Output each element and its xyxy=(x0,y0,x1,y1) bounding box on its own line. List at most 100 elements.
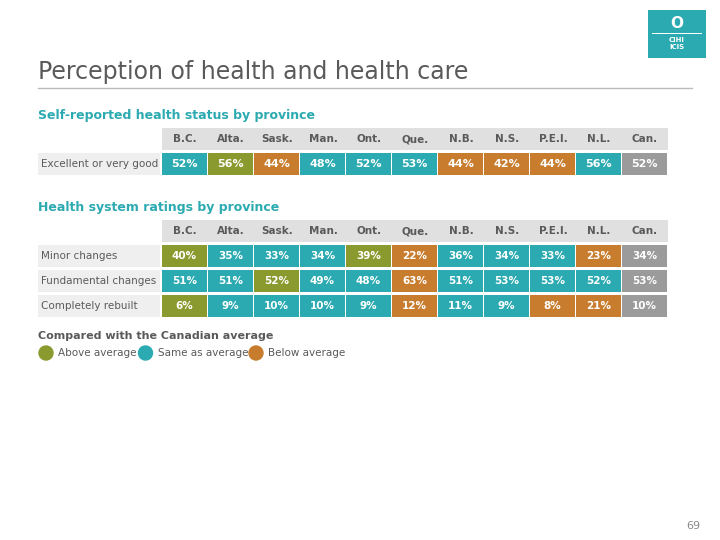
Text: 44%: 44% xyxy=(447,159,474,169)
Text: 33%: 33% xyxy=(540,251,565,261)
Text: 51%: 51% xyxy=(448,276,473,286)
Bar xyxy=(162,295,207,317)
Text: N.B.: N.B. xyxy=(449,226,473,236)
Bar xyxy=(438,295,483,317)
Text: B.C.: B.C. xyxy=(174,226,197,236)
Text: Sask.: Sask. xyxy=(261,134,293,144)
Text: Minor changes: Minor changes xyxy=(41,251,117,261)
Bar xyxy=(438,270,483,292)
Bar xyxy=(346,153,391,175)
Bar xyxy=(208,270,253,292)
Bar xyxy=(254,295,299,317)
Text: Ont.: Ont. xyxy=(356,226,382,236)
Bar xyxy=(392,295,437,317)
Text: 53%: 53% xyxy=(632,276,657,286)
Text: Excellent or very good: Excellent or very good xyxy=(41,159,158,169)
Text: 48%: 48% xyxy=(356,276,381,286)
Bar xyxy=(300,295,345,317)
Text: 10%: 10% xyxy=(310,301,335,311)
Bar xyxy=(162,220,668,242)
Text: Alta.: Alta. xyxy=(217,226,245,236)
Bar xyxy=(300,153,345,175)
Text: CIHI: CIHI xyxy=(669,37,685,43)
Circle shape xyxy=(39,346,53,360)
Text: 34%: 34% xyxy=(310,251,335,261)
Text: Sask.: Sask. xyxy=(261,226,293,236)
Bar xyxy=(622,245,667,267)
Text: 10%: 10% xyxy=(632,301,657,311)
Text: 39%: 39% xyxy=(356,251,381,261)
Bar xyxy=(652,34,702,54)
Text: N.B.: N.B. xyxy=(449,134,473,144)
Bar xyxy=(576,295,621,317)
Text: 53%: 53% xyxy=(401,159,428,169)
Bar xyxy=(346,245,391,267)
Bar xyxy=(652,32,702,34)
Text: 52%: 52% xyxy=(171,159,198,169)
Bar xyxy=(254,153,299,175)
Bar xyxy=(438,245,483,267)
Circle shape xyxy=(138,346,153,360)
Text: 53%: 53% xyxy=(540,276,565,286)
Bar xyxy=(162,128,668,150)
Text: 56%: 56% xyxy=(585,159,612,169)
Text: Man.: Man. xyxy=(309,226,338,236)
Bar xyxy=(392,270,437,292)
Bar xyxy=(208,153,253,175)
Bar xyxy=(530,245,575,267)
Bar xyxy=(648,10,706,58)
Bar xyxy=(576,270,621,292)
Text: 35%: 35% xyxy=(218,251,243,261)
Text: 9%: 9% xyxy=(498,301,516,311)
Bar xyxy=(346,270,391,292)
Text: 11%: 11% xyxy=(448,301,473,311)
Text: ICIS: ICIS xyxy=(670,44,685,50)
Bar xyxy=(622,153,667,175)
Text: 36%: 36% xyxy=(448,251,473,261)
Bar xyxy=(300,245,345,267)
Text: N.S.: N.S. xyxy=(495,226,519,236)
Text: 9%: 9% xyxy=(222,301,239,311)
Bar xyxy=(254,270,299,292)
Text: 34%: 34% xyxy=(494,251,519,261)
Text: 10%: 10% xyxy=(264,301,289,311)
Text: Below average: Below average xyxy=(268,348,346,358)
Text: 12%: 12% xyxy=(402,301,427,311)
Bar xyxy=(576,153,621,175)
Bar xyxy=(622,270,667,292)
Bar xyxy=(38,270,160,292)
Text: 21%: 21% xyxy=(586,301,611,311)
Bar xyxy=(162,245,207,267)
Text: 23%: 23% xyxy=(586,251,611,261)
Text: Fundamental changes: Fundamental changes xyxy=(41,276,156,286)
Text: 51%: 51% xyxy=(172,276,197,286)
Bar xyxy=(38,295,160,317)
Text: N.L.: N.L. xyxy=(588,226,611,236)
Text: Perception of health and health care: Perception of health and health care xyxy=(38,60,469,84)
Text: Can.: Can. xyxy=(632,226,658,236)
Bar xyxy=(162,270,207,292)
Text: P.E.I.: P.E.I. xyxy=(539,134,567,144)
Text: Compared with the Canadian average: Compared with the Canadian average xyxy=(38,331,274,341)
Text: O: O xyxy=(670,16,683,31)
Bar xyxy=(162,153,207,175)
Bar xyxy=(392,245,437,267)
Bar xyxy=(484,270,529,292)
Text: B.C.: B.C. xyxy=(174,134,197,144)
Bar xyxy=(530,270,575,292)
Text: Alta.: Alta. xyxy=(217,134,245,144)
Text: P.E.I.: P.E.I. xyxy=(539,226,567,236)
Text: 49%: 49% xyxy=(310,276,335,286)
Text: 52%: 52% xyxy=(355,159,382,169)
Text: Can.: Can. xyxy=(632,134,658,144)
Text: Completely rebuilt: Completely rebuilt xyxy=(41,301,138,311)
Bar xyxy=(346,295,391,317)
Text: Self-reported health status by province: Self-reported health status by province xyxy=(38,110,315,123)
Text: 52%: 52% xyxy=(631,159,658,169)
Text: Ont.: Ont. xyxy=(356,134,382,144)
Bar xyxy=(484,295,529,317)
Text: 8%: 8% xyxy=(544,301,562,311)
Text: 44%: 44% xyxy=(263,159,290,169)
Bar xyxy=(300,270,345,292)
Text: 44%: 44% xyxy=(539,159,566,169)
